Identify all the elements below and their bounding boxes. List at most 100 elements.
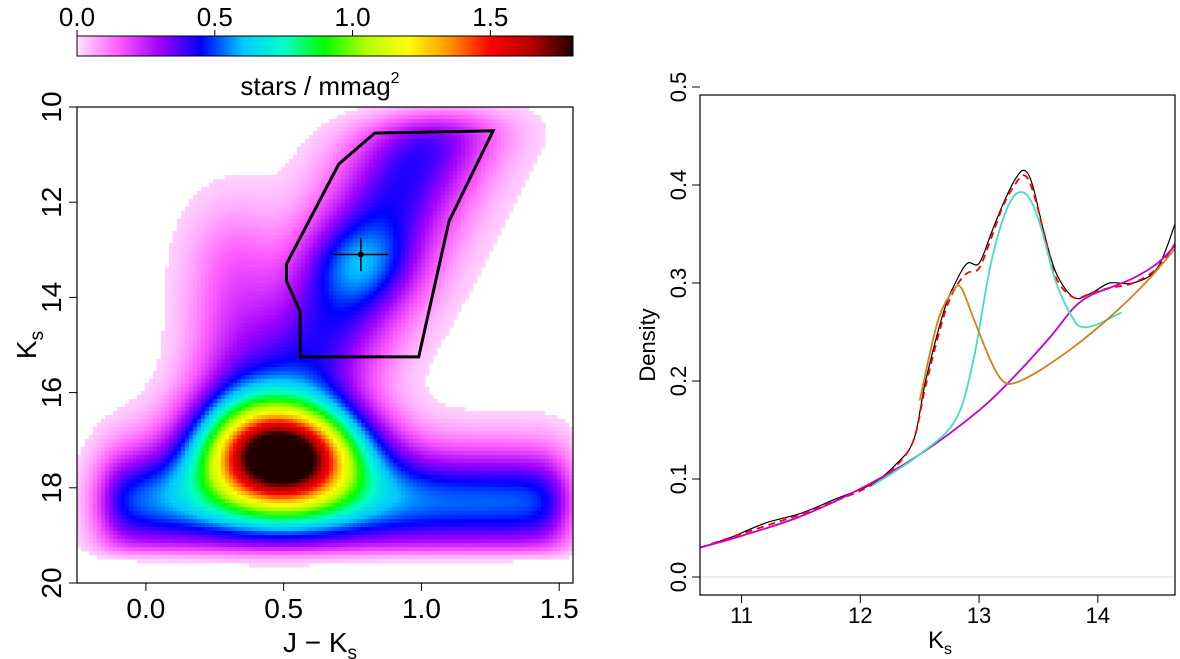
heatmap-cell xyxy=(217,539,222,544)
heatmap-cell xyxy=(221,315,226,320)
heatmap-cell xyxy=(329,531,334,536)
heatmap-cell xyxy=(161,347,166,352)
heatmap-cell xyxy=(293,387,298,392)
heatmap-cell xyxy=(209,323,214,328)
heatmap-cell xyxy=(233,255,238,260)
heatmap-cell xyxy=(141,395,146,400)
heatmap-cell xyxy=(217,283,222,288)
heatmap-cell xyxy=(209,395,214,400)
heatmap-cell xyxy=(269,227,274,232)
heatmap-cell xyxy=(177,243,182,248)
heatmap-cell xyxy=(237,547,242,552)
heatmap-cell xyxy=(121,535,126,540)
heatmap-cell xyxy=(97,451,102,456)
heatmap-cell xyxy=(129,407,134,412)
heatmap-cell xyxy=(301,407,306,412)
heatmap-cell xyxy=(289,371,294,376)
heatmap-cell xyxy=(213,451,218,456)
heatmap-cell xyxy=(269,243,274,248)
heatmap-cell xyxy=(329,231,334,236)
heatmap-cell xyxy=(297,231,302,236)
heatmap-cell xyxy=(177,347,182,352)
heatmap-cell xyxy=(105,439,110,444)
heatmap-cell xyxy=(149,495,154,500)
heatmap-cell xyxy=(233,515,238,520)
heatmap-cell xyxy=(217,451,222,456)
heatmap-cell xyxy=(173,523,178,528)
heatmap-cell xyxy=(217,427,222,432)
heatmap-cell xyxy=(205,271,210,276)
heatmap-cell xyxy=(105,459,110,464)
heatmap-cell xyxy=(297,271,302,276)
heatmap-cell xyxy=(301,339,306,344)
heatmap-cell xyxy=(165,527,170,532)
heatmap-cell xyxy=(325,247,330,252)
heatmap-cell xyxy=(257,439,262,444)
heatmap-cell xyxy=(225,543,230,548)
heatmap-cell xyxy=(201,447,206,452)
heatmap-cell xyxy=(281,519,286,524)
heatmap-cell xyxy=(153,531,158,536)
heatmap-cell xyxy=(169,303,174,308)
heatmap-cell xyxy=(245,415,250,420)
heatmap-cell xyxy=(181,391,186,396)
heatmap-cell xyxy=(205,431,210,436)
heatmap-cell xyxy=(189,503,194,508)
heatmap-cell xyxy=(253,447,258,452)
heatmap-cell xyxy=(305,535,310,540)
heatmap-cell xyxy=(277,383,282,388)
heatmap-cell xyxy=(125,415,130,420)
heatmap-cell xyxy=(273,359,278,364)
heatmap-cell xyxy=(157,455,162,460)
heatmap-cell xyxy=(157,411,162,416)
heatmap-cell xyxy=(253,207,258,212)
heatmap-cell xyxy=(89,459,94,464)
heatmap-cell xyxy=(197,371,202,376)
heatmap-cell xyxy=(289,259,294,264)
heatmap-cell xyxy=(265,387,270,392)
heatmap-cell xyxy=(113,535,118,540)
heatmap-cell xyxy=(209,183,214,188)
heatmap-cell xyxy=(221,479,226,484)
heatmap-cell xyxy=(225,547,230,552)
heatmap-cell xyxy=(165,479,170,484)
heatmap-cell xyxy=(333,183,338,188)
heatmap-cell xyxy=(141,435,146,440)
heatmap-cell xyxy=(145,435,150,440)
heatmap-cell xyxy=(177,423,182,428)
heatmap-cell xyxy=(161,335,166,340)
heatmap-cell xyxy=(193,543,198,548)
heatmap-cell xyxy=(229,331,234,336)
heatmap-cell xyxy=(285,199,290,204)
heatmap-cell xyxy=(173,459,178,464)
heatmap-cell xyxy=(285,379,290,384)
heatmap-cell xyxy=(265,451,270,456)
heatmap-cell xyxy=(133,487,138,492)
heatmap-cell xyxy=(233,303,238,308)
heatmap-cell xyxy=(269,563,274,568)
heatmap-cell xyxy=(277,535,282,540)
heatmap-cell xyxy=(269,383,274,388)
heatmap-cell xyxy=(233,447,238,452)
heatmap-cell xyxy=(309,199,314,204)
heatmap-cell xyxy=(293,255,298,260)
heatmap-cell xyxy=(289,315,294,320)
heatmap-cell xyxy=(325,395,330,400)
heatmap-cell xyxy=(233,483,238,488)
heatmap-cell xyxy=(289,207,294,212)
heatmap-cell xyxy=(161,495,166,500)
heatmap-cell xyxy=(245,439,250,444)
heatmap-cell xyxy=(225,311,230,316)
heatmap-cell xyxy=(241,391,246,396)
heatmap-cell xyxy=(141,459,146,464)
heatmap-cell xyxy=(217,511,222,516)
heatmap-cell xyxy=(197,487,202,492)
heatmap-cell xyxy=(257,523,262,528)
heatmap-cell xyxy=(309,415,314,420)
heatmap-cell xyxy=(253,203,258,208)
heatmap-cell xyxy=(93,451,98,456)
heatmap-cell xyxy=(297,451,302,456)
heatmap-cell xyxy=(269,467,274,472)
heatmap-cell xyxy=(301,399,306,404)
heatmap-cell xyxy=(261,187,266,192)
